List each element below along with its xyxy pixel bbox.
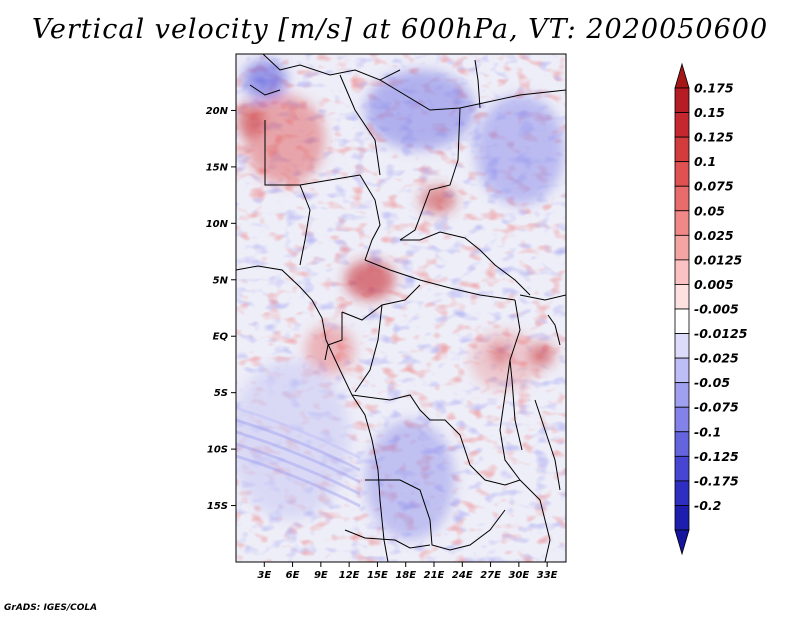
- colorbar: 0.175 0.15 0.125 0.1 0.075 0.05 0.025 0.0125 0.0…: [674, 62, 748, 556]
- lat-tick-label: 10N: [206, 219, 229, 230]
- colorbar-label: -0.005: [694, 302, 739, 317]
- latitude-axis: 20N 15N 10N 5N EQ 5S 10S 15S: [206, 106, 236, 512]
- colorbar-bottom-arrow: [674, 529, 690, 556]
- colorbar-label: 0.025: [694, 228, 734, 243]
- colorbar-label: -0.075: [694, 400, 739, 415]
- lon-tick-label: 18E: [395, 570, 416, 581]
- longitude-axis: 3E 6E 9E 12E 15E 18E 21E 24E 27E 30E 33E: [257, 562, 558, 581]
- lat-tick-label: 15S: [207, 501, 228, 512]
- colorbar-label: 0.1: [694, 154, 716, 169]
- colorbar-label: -0.2: [694, 498, 721, 513]
- colorbar-label: -0.125: [694, 449, 739, 464]
- lon-tick-label: 33E: [537, 570, 558, 581]
- colorbar-label: -0.0125: [694, 326, 748, 341]
- colorbar-label: 0.005: [694, 277, 734, 292]
- colorbar-swatch: [674, 284, 690, 310]
- lon-tick-label: 30E: [508, 570, 529, 581]
- colorbar-swatch: [674, 161, 690, 187]
- colorbar-label: 0.15: [694, 105, 725, 120]
- lon-tick-label: 15E: [367, 570, 388, 581]
- lon-tick-label: 24E: [452, 570, 473, 581]
- lon-tick-label: 21E: [424, 570, 445, 581]
- colorbar-swatch: [674, 455, 690, 482]
- lon-tick-label: 3E: [257, 570, 271, 581]
- lat-tick-label: 5N: [213, 275, 229, 286]
- colorbar-swatch: [674, 185, 690, 212]
- colorbar-label: 0.125: [694, 130, 734, 145]
- velocity-field: [236, 54, 566, 562]
- colorbar-swatch: [674, 431, 690, 457]
- colorbar-label: -0.025: [694, 351, 739, 366]
- grads-credit: GrADS: IGES/COLA: [4, 603, 98, 613]
- colorbar-label: 0.075: [694, 179, 734, 194]
- colorbar-swatch: [674, 505, 690, 531]
- colorbar-label: 0.05: [694, 203, 725, 218]
- colorbar-label: -0.05: [694, 375, 730, 390]
- colorbar-swatch: [674, 480, 690, 506]
- map-frame: [235, 53, 567, 563]
- lat-tick-label: 20N: [206, 106, 229, 117]
- lat-tick-label: EQ: [213, 332, 229, 343]
- colorbar-swatch: [674, 382, 690, 408]
- lon-tick-label: 27E: [480, 570, 501, 581]
- map-title: Vertical velocity [m/s] at 600hPa, VT: 2…: [31, 14, 769, 45]
- colorbar-label: -0.1: [694, 424, 721, 439]
- colorbar-swatch: [674, 308, 690, 334]
- lon-tick-label: 12E: [339, 570, 360, 581]
- colorbar-swatch: [674, 136, 690, 163]
- colorbar-label: 0.0125: [694, 252, 743, 267]
- colorbar-swatch: [674, 112, 690, 138]
- colorbar-label: -0.175: [694, 473, 739, 488]
- lon-tick-label: 6E: [286, 570, 300, 581]
- colorbar-label: 0.175: [694, 81, 734, 96]
- colorbar-swatch: [674, 87, 690, 113]
- lat-tick-label: 5S: [214, 388, 228, 399]
- country-borders: [236, 54, 566, 562]
- colorbar-swatch: [674, 357, 690, 384]
- colorbar-swatch: [674, 406, 690, 433]
- colorbar-swatch: [674, 234, 690, 261]
- lat-tick-label: 15N: [206, 162, 229, 173]
- lon-tick-label: 9E: [314, 570, 328, 581]
- colorbar-top-arrow: [674, 62, 690, 89]
- colorbar-swatch: [674, 210, 690, 236]
- colorbar-swatch: [674, 333, 690, 359]
- colorbar-swatch: [674, 259, 690, 285]
- lat-tick-label: 10S: [207, 445, 228, 456]
